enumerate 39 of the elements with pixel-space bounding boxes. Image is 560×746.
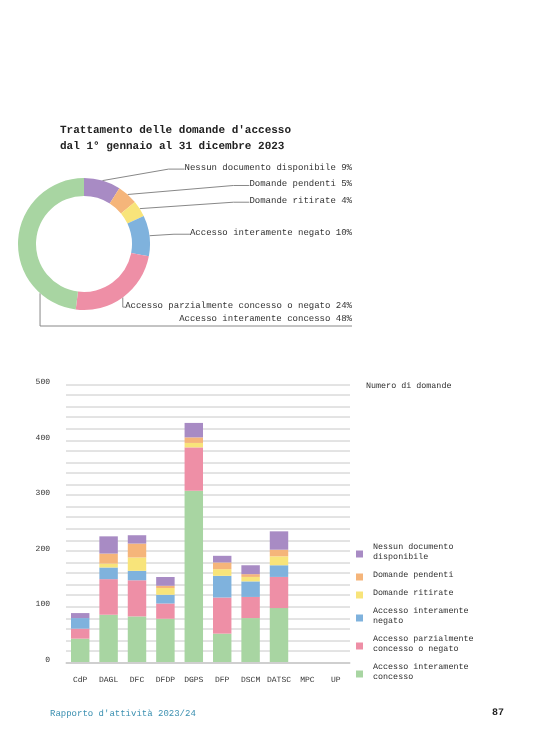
bar	[269, 531, 289, 550]
bar	[99, 614, 118, 662]
bar	[156, 603, 175, 619]
bar	[156, 618, 175, 662]
bar	[241, 581, 260, 597]
bar	[184, 490, 204, 662]
bar	[269, 565, 289, 577]
bar	[127, 543, 147, 558]
bar	[127, 570, 147, 581]
bar	[70, 638, 90, 662]
bar	[241, 618, 260, 662]
bar	[127, 616, 147, 662]
bar	[127, 535, 147, 544]
bar	[127, 580, 147, 617]
bar	[269, 556, 289, 566]
bar	[99, 536, 118, 554]
bar	[241, 576, 260, 582]
bar	[241, 596, 260, 619]
bar	[99, 579, 118, 615]
bar	[70, 628, 90, 639]
bar	[184, 422, 204, 438]
bar	[184, 447, 204, 491]
bar	[212, 575, 232, 598]
bar	[156, 594, 175, 604]
bar	[212, 597, 232, 634]
bar	[156, 576, 175, 586]
bar	[156, 588, 175, 595]
bar	[269, 576, 289, 609]
bar	[241, 565, 260, 575]
bar	[70, 613, 90, 619]
bar	[212, 569, 232, 576]
bar	[212, 562, 232, 570]
bar	[99, 567, 118, 580]
bar	[70, 618, 90, 629]
bar	[184, 437, 204, 443]
bar	[127, 557, 147, 571]
bar	[212, 633, 232, 662]
bar	[99, 553, 118, 564]
bar	[269, 608, 289, 662]
